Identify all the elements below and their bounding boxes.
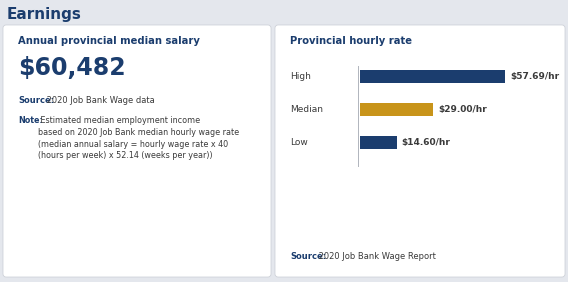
- Text: Median: Median: [290, 105, 323, 114]
- Bar: [360, 70, 505, 83]
- Text: $57.69/hr: $57.69/hr: [510, 72, 559, 81]
- Bar: [360, 103, 433, 116]
- Text: Provincial hourly rate: Provincial hourly rate: [290, 36, 412, 46]
- Text: Estimated median employment income
based on 2020 Job Bank median hourly wage rat: Estimated median employment income based…: [38, 116, 239, 160]
- Text: Note:: Note:: [18, 116, 43, 125]
- Text: Source:: Source:: [18, 96, 54, 105]
- Text: Low: Low: [290, 138, 308, 147]
- Bar: [360, 136, 396, 149]
- Text: 2020 Job Bank Wage data: 2020 Job Bank Wage data: [44, 96, 154, 105]
- Text: Earnings: Earnings: [7, 7, 82, 22]
- Text: High: High: [290, 72, 311, 81]
- Text: 2020 Job Bank Wage Report: 2020 Job Bank Wage Report: [316, 252, 436, 261]
- Text: $60,482: $60,482: [18, 56, 126, 80]
- Text: Source:: Source:: [290, 252, 326, 261]
- Text: $14.60/hr: $14.60/hr: [402, 138, 450, 147]
- FancyBboxPatch shape: [275, 25, 565, 277]
- Text: $29.00/hr: $29.00/hr: [438, 105, 487, 114]
- FancyBboxPatch shape: [3, 25, 271, 277]
- Text: Annual provincial median salary: Annual provincial median salary: [18, 36, 200, 46]
